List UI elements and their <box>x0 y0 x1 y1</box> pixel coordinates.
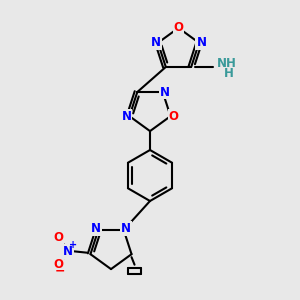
Text: −: − <box>55 265 65 278</box>
Text: N: N <box>122 110 131 123</box>
Text: O: O <box>53 231 63 244</box>
Text: N: N <box>63 245 73 258</box>
Text: N: N <box>91 222 101 235</box>
Text: O: O <box>169 110 178 123</box>
Text: N: N <box>151 36 160 49</box>
Text: N: N <box>121 222 131 235</box>
Text: O: O <box>173 21 184 34</box>
Text: O: O <box>53 258 63 271</box>
Text: H: H <box>224 67 234 80</box>
Text: NH: NH <box>217 58 237 70</box>
Text: N: N <box>196 36 206 49</box>
Text: N: N <box>160 85 170 98</box>
Text: +: + <box>69 240 77 250</box>
